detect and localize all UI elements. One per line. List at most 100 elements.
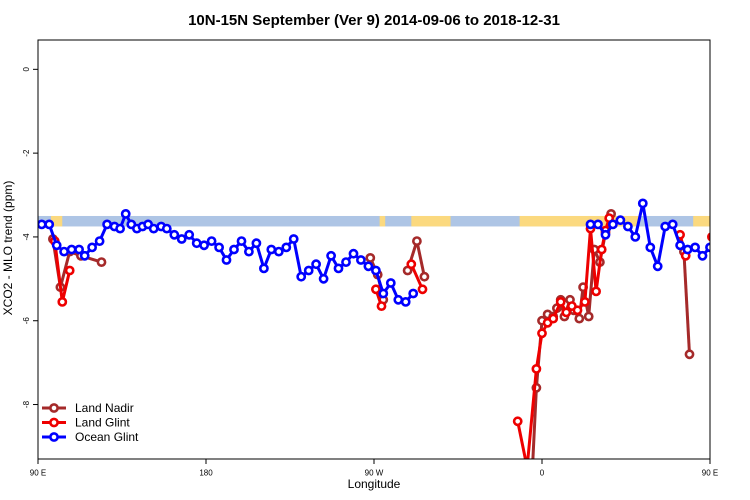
data-point	[561, 307, 572, 318]
data-point	[363, 261, 374, 272]
data-point	[707, 232, 710, 242]
data-point	[115, 223, 125, 234]
data-point	[281, 242, 292, 253]
data-point	[57, 296, 68, 307]
data-point	[593, 219, 603, 230]
series-land-nadir	[48, 208, 740, 459]
surface-band	[38, 215, 710, 227]
data-point	[326, 250, 336, 261]
data-point	[370, 265, 381, 276]
data-point	[236, 236, 247, 246]
x-tick-label: 90 E	[30, 469, 46, 478]
data-point	[79, 250, 90, 261]
data-point	[318, 273, 329, 284]
data-point	[87, 242, 97, 253]
data-point	[580, 296, 590, 307]
data-point	[512, 416, 523, 427]
series-land-glint	[49, 213, 727, 471]
data-point	[266, 244, 277, 255]
data-point	[74, 244, 84, 255]
data-point	[229, 244, 239, 255]
data-point	[690, 242, 700, 253]
data-point	[376, 301, 387, 311]
x-axis: 90 E 180 90 W 0 90 E	[30, 459, 718, 478]
data-point	[721, 212, 728, 219]
land-band-segment	[51, 215, 63, 227]
legend-item: Land Glint	[42, 416, 130, 430]
data-point	[59, 246, 69, 257]
data-point	[370, 284, 381, 295]
data-point	[66, 244, 77, 255]
data-point	[96, 257, 107, 267]
y-tick-label: 0	[22, 67, 31, 72]
x-tick-label: 180	[199, 469, 213, 478]
data-point	[615, 215, 626, 226]
data-point	[733, 246, 740, 253]
data-point	[365, 252, 376, 263]
data-point	[161, 223, 172, 234]
legend-item: Land Nadir	[42, 401, 134, 415]
data-point	[288, 234, 299, 244]
data-point	[652, 261, 663, 272]
data-point	[608, 219, 618, 230]
data-point	[744, 210, 750, 217]
data-point	[714, 238, 721, 245]
data-point	[400, 296, 411, 307]
y-tick-label: -8	[22, 400, 31, 408]
data-point	[251, 238, 262, 249]
data-point	[221, 255, 232, 265]
data-point	[341, 257, 351, 267]
data-point	[555, 296, 566, 307]
data-point	[296, 271, 307, 282]
chart-title: 10N-15N September (Ver 9) 2014-09-06 to …	[188, 12, 560, 29]
data-point	[583, 311, 594, 322]
data-point	[64, 265, 75, 276]
data-point	[408, 288, 419, 299]
land-band-segment	[379, 215, 386, 227]
data-point	[94, 236, 105, 246]
data-point	[537, 328, 547, 339]
data-point	[721, 246, 728, 253]
y-axis-label: XCO2 - MLO trend (ppm)	[1, 181, 15, 316]
series-layer	[38, 198, 750, 471]
data-point	[591, 286, 601, 297]
data-point	[705, 242, 710, 253]
data-point	[637, 198, 648, 209]
data-point	[714, 298, 721, 305]
data-point	[531, 363, 542, 374]
data-point	[684, 349, 695, 360]
y-axis: 0 -2 -4 -6 -8	[22, 67, 38, 408]
data-point	[184, 229, 195, 240]
data-point	[169, 229, 180, 240]
legend-swatch-marker	[49, 417, 59, 428]
data-point	[623, 221, 633, 232]
data-point	[697, 250, 708, 261]
x-tick-label: 90 W	[365, 469, 384, 478]
data-point	[630, 231, 641, 242]
data-point	[303, 265, 314, 276]
data-point	[199, 240, 209, 251]
data-point	[417, 284, 428, 295]
data-point	[548, 313, 559, 324]
data-point	[524, 464, 531, 471]
data-point	[243, 246, 254, 257]
data-point	[348, 248, 359, 259]
data-point	[378, 288, 389, 299]
data-point	[660, 221, 671, 232]
data-point	[355, 255, 366, 265]
data-point	[44, 219, 55, 230]
land-band-segment	[411, 215, 451, 227]
data-point	[585, 219, 596, 230]
ocean-band	[38, 215, 710, 227]
legend-label: Land Nadir	[75, 401, 134, 415]
legend-swatch-marker	[49, 403, 59, 413]
series-line	[712, 237, 723, 302]
data-point	[530, 458, 536, 459]
legend-label: Land Glint	[75, 416, 130, 430]
data-point	[176, 234, 187, 244]
data-point	[720, 267, 727, 274]
data-point	[214, 242, 224, 253]
data-point	[206, 236, 217, 246]
data-point	[311, 259, 321, 270]
